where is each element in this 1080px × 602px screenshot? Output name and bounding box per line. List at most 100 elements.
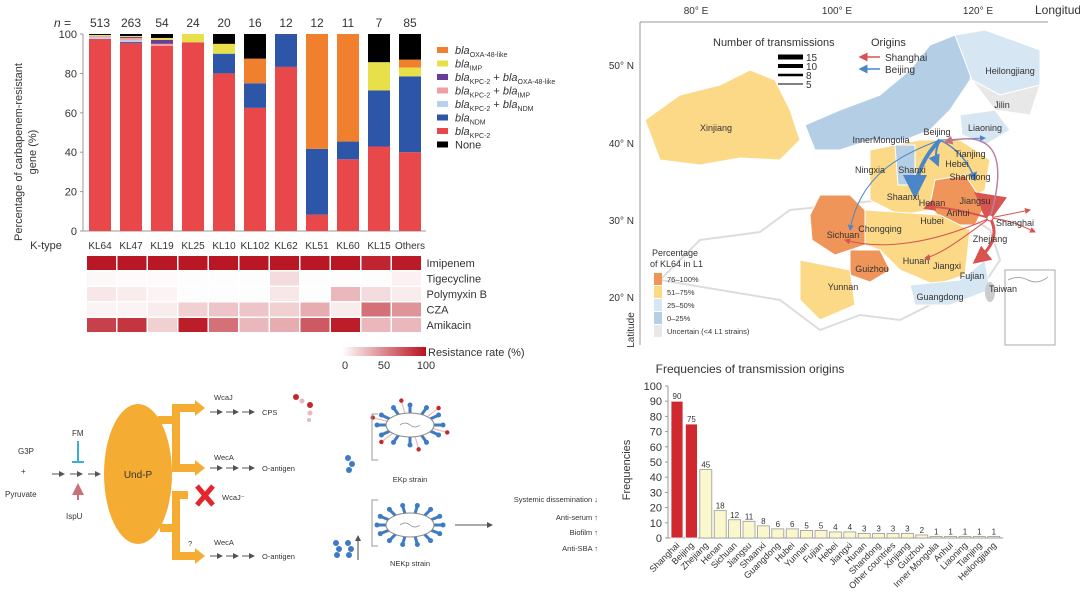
stack-x-tick-label: KL64 bbox=[88, 241, 112, 252]
province-label: Beijing bbox=[923, 127, 950, 137]
freq-value-label: 1 bbox=[977, 527, 982, 536]
stack-legend-label: blaNDM bbox=[455, 113, 486, 127]
heatmap-row-label: Polymyxin B bbox=[427, 289, 488, 301]
und-p-pathway-diagram: G3P + Pyruvate FM IspU Und-P bbox=[5, 393, 598, 568]
province-label: Heilongjiang bbox=[985, 66, 1035, 76]
freq-value-label: 75 bbox=[687, 415, 696, 424]
stack-n-label: 54 bbox=[155, 16, 169, 30]
heatmap-cell bbox=[117, 256, 147, 270]
o-antigen-tip bbox=[428, 506, 434, 512]
stack-y-tick-label: 20 bbox=[65, 187, 77, 199]
freq-bar bbox=[987, 536, 1001, 539]
stack-legend-swatch bbox=[437, 101, 448, 107]
legend-subscript: KPC-2 bbox=[470, 79, 491, 86]
stack-segment bbox=[337, 141, 359, 160]
legend-text: + bbox=[490, 99, 503, 111]
freq-y-tick-label: 40 bbox=[650, 472, 662, 484]
province-label: Jiangsu bbox=[959, 196, 990, 206]
stack-segment bbox=[275, 66, 297, 231]
freq-bar bbox=[670, 400, 684, 539]
heatmap-cell bbox=[331, 256, 360, 270]
heatmap-cell bbox=[392, 302, 421, 317]
stack-y-tick-label: 0 bbox=[71, 226, 77, 238]
stack-n-label: 7 bbox=[376, 16, 383, 30]
o-antigen-tip bbox=[424, 405, 429, 411]
kl64-legend-title-1: Percentage bbox=[652, 248, 698, 258]
heatmap-cell bbox=[209, 302, 238, 317]
heatmap-cell bbox=[300, 256, 330, 270]
province-label: Chongqing bbox=[858, 224, 902, 234]
stack-segment bbox=[244, 58, 266, 84]
heatmap-cell bbox=[361, 256, 391, 270]
freq-bar bbox=[800, 530, 813, 539]
transmission-level-label: 5 bbox=[806, 80, 812, 91]
heatmap-row-label: CZA bbox=[427, 305, 450, 317]
stack-legend-swatch bbox=[437, 128, 448, 134]
stack-segment bbox=[337, 34, 359, 142]
stack-legend-label: blaKPC-2 bbox=[455, 126, 490, 140]
stack-n-label: 16 bbox=[248, 16, 262, 30]
freq-y-tick-label: 30 bbox=[650, 487, 662, 499]
inset-coastline bbox=[1007, 276, 1049, 283]
stack-segment bbox=[337, 159, 359, 231]
heatmap-cell bbox=[300, 271, 330, 286]
province-label: Taiwan bbox=[989, 284, 1017, 294]
cps-chain bbox=[381, 431, 395, 442]
heatmap-cell bbox=[178, 318, 208, 332]
heatmap-colorbar: Resistance rate (%) 0 50 100 bbox=[342, 347, 525, 372]
heatmap-cell bbox=[209, 287, 238, 301]
freq-value-label: 4 bbox=[848, 523, 853, 532]
kl64-legend-swatch bbox=[654, 273, 662, 285]
stack-segment bbox=[151, 37, 173, 40]
cps-tip bbox=[370, 415, 375, 420]
heatmap-cell bbox=[87, 302, 116, 317]
province-label: Hubei bbox=[920, 216, 944, 226]
legend-text: bla bbox=[455, 99, 470, 111]
stack-x-tick-label: KL47 bbox=[119, 241, 143, 252]
heatmap-cell bbox=[178, 287, 208, 301]
stack-x-tick-label: KL10 bbox=[212, 241, 236, 252]
province-label: Hebei bbox=[945, 159, 969, 169]
resistance-heatmap: Imipenem Tigecycline Polymyxin B CZA Amikaci… bbox=[87, 256, 487, 332]
stack-legend-swatch bbox=[437, 60, 448, 67]
lat-tick-30: 30° N bbox=[609, 216, 634, 227]
dashed-arrows bbox=[210, 409, 255, 559]
heatmap-cell bbox=[392, 256, 421, 270]
heatmap-cell bbox=[300, 318, 330, 332]
phenotype-outcome-label: Biofilm ↑ bbox=[570, 528, 598, 537]
wcaj-label: WcaJ bbox=[214, 393, 233, 402]
o-antigen-tip bbox=[436, 432, 442, 438]
nekp-bracket bbox=[371, 499, 378, 547]
legend-text: bla bbox=[455, 113, 470, 125]
heatmap-cell bbox=[117, 318, 147, 332]
heatmap-cell bbox=[392, 287, 421, 301]
o-antigen-tip bbox=[391, 405, 396, 411]
kl64-legend-swatch bbox=[654, 312, 662, 324]
shanghai-transmission-arrows bbox=[844, 135, 1036, 264]
ekp-bracket bbox=[371, 413, 378, 461]
freq-y-tick-label: 100 bbox=[644, 381, 662, 393]
heatmap-row-label: Tigecycline bbox=[427, 274, 482, 286]
o-antigen-tip bbox=[400, 503, 406, 509]
province-label: Liaoning bbox=[968, 123, 1002, 133]
province-label: Henan bbox=[919, 198, 946, 208]
colorbar-gradient bbox=[342, 347, 426, 356]
heatmap-cell bbox=[392, 271, 421, 286]
heatmap-cell bbox=[209, 271, 238, 286]
province-label: Shaanxi bbox=[887, 192, 920, 202]
nekp-strain-icon bbox=[374, 503, 446, 547]
kl64-legend-swatch bbox=[654, 286, 662, 298]
freq-value-label: 3 bbox=[891, 524, 896, 533]
heatmap-cell bbox=[148, 287, 177, 301]
stack-segment bbox=[368, 62, 390, 91]
o-antigen-tip bbox=[374, 522, 380, 528]
stack-segment bbox=[89, 38, 111, 231]
o-antigen-tip bbox=[407, 442, 413, 448]
kl64-legend-label: 76–100% bbox=[667, 275, 699, 284]
kl64-legend-label: Uncertain (<4 L1 strains) bbox=[667, 327, 750, 336]
freq-bar bbox=[857, 533, 871, 539]
freq-y-tick-label: 0 bbox=[656, 533, 662, 545]
freq-value-label: 18 bbox=[716, 502, 725, 511]
